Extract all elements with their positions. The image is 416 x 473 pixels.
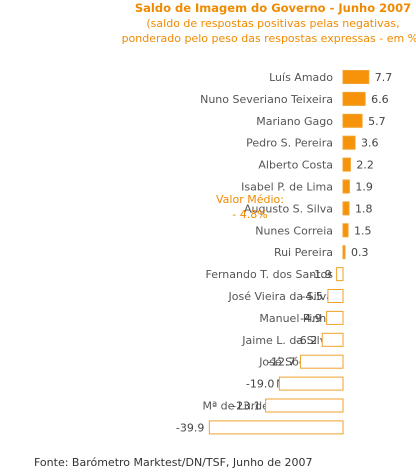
value-label: 1.9 [355, 181, 373, 194]
chart-title: Saldo de Imagem do Governo - Junho 2007 [135, 1, 411, 15]
value-label: 1.8 [355, 202, 373, 215]
value-label: -19.0 [246, 378, 274, 391]
category-label: Nunes Correia [255, 224, 333, 237]
category-label: Jaime L. da Silva [241, 334, 333, 347]
value-label: 2.2 [356, 159, 374, 172]
bar [336, 267, 344, 282]
bar [342, 223, 349, 238]
bar-rows: Luís Amado 7.7 Nuno Severiano Teixeira 6.6 M… [176, 70, 393, 435]
value-label: -39.9 [176, 421, 204, 434]
bar [326, 310, 344, 325]
average-annotation-line-2: - 4.8% [232, 208, 267, 221]
value-label: 5.7 [368, 115, 386, 128]
source-note: Fonte: Barómetro Marktest/DN/TSF, Junho … [34, 456, 313, 469]
bar [342, 91, 366, 106]
value-label: 0.3 [351, 246, 369, 259]
bar [342, 70, 370, 84]
value-label: -23.1 [232, 400, 260, 413]
category-label: Nuno Severiano Teixeira [200, 93, 333, 106]
category-label: Isabel P. de Lima [241, 181, 333, 194]
bar [342, 135, 356, 150]
category-label: Alberto Costa [258, 159, 333, 172]
bar [321, 332, 344, 347]
value-label: -6.2 [296, 334, 317, 347]
category-label: Manuel Pinho [259, 312, 333, 325]
average-annotation-line-1: Valor Médio: [216, 193, 284, 206]
bar [265, 398, 344, 413]
category-label: Rui Pereira [274, 246, 333, 259]
chart-subtitle-line-1: (saldo de respostas positivas pelas nega… [146, 17, 399, 30]
value-label: -12.7 [267, 356, 295, 369]
bar [342, 113, 363, 128]
value-label: -4.5 [301, 290, 322, 303]
category-label: Pedro S. Pereira [246, 137, 333, 150]
bar [278, 376, 344, 391]
category-label: José Vieira da Silva [228, 290, 333, 303]
value-label: 1.5 [354, 224, 372, 237]
bar [342, 201, 350, 216]
bar [299, 354, 344, 369]
category-label: Fernando T. dos Santos [205, 268, 333, 281]
value-label: 3.6 [361, 137, 379, 150]
category-label: Luís Amado [269, 71, 333, 84]
value-label: -4.9 [300, 312, 321, 325]
value-label: -1.9 [310, 268, 331, 281]
category-label: Augusto S. Silva [244, 202, 333, 215]
category-label: Mariano Gago [256, 115, 333, 128]
value-label: 6.6 [371, 93, 389, 106]
chart-subtitle-line-2: ponderado pelo peso das respostas expres… [122, 32, 416, 45]
value-label: 7.7 [375, 71, 393, 84]
bar [342, 157, 351, 172]
bar [327, 289, 344, 303]
bar [342, 179, 350, 194]
bar [342, 245, 346, 260]
bar [208, 420, 344, 435]
